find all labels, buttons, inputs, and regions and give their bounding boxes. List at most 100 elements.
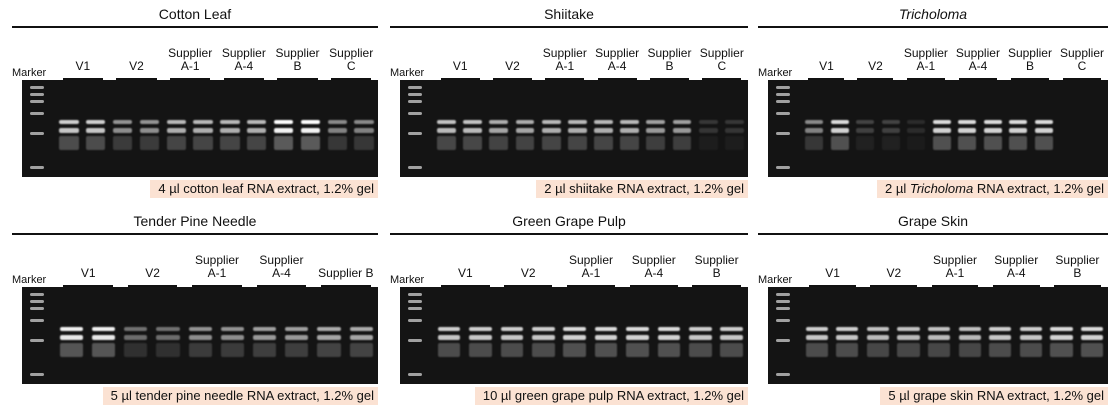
rna-band (139, 120, 160, 124)
rna-band (86, 120, 106, 124)
lane-group: Supplier B (1047, 241, 1108, 287)
marker-band (30, 112, 44, 115)
rna-band (349, 327, 373, 331)
group-label: Supplier A-1 (195, 253, 240, 280)
group-label: Supplier B (647, 46, 692, 73)
rna-band (805, 120, 824, 124)
panel-title: Tricholoma (898, 6, 968, 22)
rna-band (285, 327, 309, 331)
gel-panel: Green Grape Pulp Marker V1 V2 Supplier A-1 S… (390, 207, 748, 414)
sample-lane (86, 80, 106, 177)
lane-labels: Marker V1 V2 Supplier A-1 Supplier A-4 Suppli… (758, 34, 1108, 80)
lane-group: Supplier A-4 (249, 241, 313, 287)
rna-band (437, 128, 456, 133)
marker-band (30, 300, 44, 303)
rna-band (253, 327, 277, 331)
group-bar (1062, 78, 1102, 80)
caption-text: 10 µl green grape pulp RNA extract, 1.2%… (482, 388, 744, 403)
rna-band (594, 327, 618, 331)
gel-caption: 5 µl grape skin RNA extract, 1.2% gel (880, 387, 1108, 405)
rna-band (437, 343, 461, 357)
gel-image (768, 287, 1108, 384)
group-bar (492, 78, 532, 80)
marker-band (408, 339, 422, 342)
rna-band (220, 335, 245, 340)
group-label: Supplier A-1 (168, 46, 213, 73)
rna-band (193, 120, 213, 124)
rna-band (958, 327, 981, 331)
group-bar (277, 78, 318, 80)
gel-image (22, 287, 378, 384)
group-bar (597, 78, 637, 80)
sample-lane (220, 80, 240, 177)
gel-area: Marker V1 V2 Supplier A-1 Supplier A-4 Suppli… (12, 241, 378, 384)
rna-band (1081, 335, 1104, 340)
rna-band (836, 335, 859, 340)
sample-lane (563, 287, 586, 384)
rna-band (285, 343, 309, 357)
rna-band (567, 136, 587, 150)
group-bar (545, 78, 585, 80)
rna-band (688, 327, 712, 331)
sample-lane (698, 80, 718, 177)
lane-group: Supplier C (324, 34, 378, 80)
rna-band (983, 136, 1002, 150)
rna-band (300, 120, 321, 124)
panel-title: Cotton Leaf (158, 6, 232, 22)
rna-band (897, 327, 920, 331)
panel-title: Tender Pine Needle (133, 213, 257, 229)
rna-band (907, 128, 926, 133)
group-label: V2 (505, 59, 520, 73)
group-bar (906, 78, 946, 80)
rna-band (1019, 327, 1042, 331)
sample-lane (489, 80, 509, 177)
rna-band (672, 128, 692, 133)
lane-group: V2 (110, 34, 164, 80)
sample-lane (594, 287, 618, 384)
lane-group: V1 (56, 34, 110, 80)
rna-band (1081, 343, 1104, 357)
rna-band (463, 136, 483, 150)
rna-band (1034, 120, 1053, 124)
rna-band (531, 343, 555, 357)
group-bar (440, 78, 480, 80)
group-label: Supplier B (275, 46, 320, 73)
rna-band (300, 128, 321, 133)
sample-lane (285, 287, 309, 384)
lane-group: Supplier A-1 (163, 34, 217, 80)
marker-band (30, 100, 44, 103)
marker-band (408, 93, 422, 96)
rna-band (156, 327, 180, 331)
group-label: Supplier A-4 (955, 46, 1000, 73)
rna-band (724, 128, 744, 133)
sample-lane (541, 80, 561, 177)
rna-band (193, 128, 213, 133)
rna-band (220, 327, 245, 331)
group-label: Supplier A-4 (595, 46, 640, 73)
marker-band (776, 373, 790, 376)
marker-label: Marker (758, 67, 793, 79)
rna-band (657, 327, 681, 331)
rna-band (541, 120, 561, 124)
rna-band (220, 128, 240, 133)
rna-band (958, 128, 977, 133)
sample-lane (620, 80, 640, 177)
rna-band (657, 335, 681, 340)
rna-band (437, 136, 456, 150)
sample-lane (463, 80, 483, 177)
sample-lane (139, 80, 160, 177)
rna-band (515, 128, 535, 133)
rna-band (836, 327, 859, 331)
rna-band (1050, 335, 1073, 340)
rna-band (1009, 136, 1028, 150)
rna-band (932, 120, 951, 124)
gel-caption: 10 µl green grape pulp RNA extract, 1.2%… (474, 387, 748, 405)
rna-band (515, 120, 535, 124)
lane-group: Supplier A-1 (900, 34, 952, 80)
marker-lane (30, 287, 44, 384)
rna-band (830, 120, 849, 124)
rna-band (349, 335, 373, 340)
rna-band (594, 343, 618, 357)
rna-band (317, 335, 341, 340)
marker-band (776, 307, 790, 310)
